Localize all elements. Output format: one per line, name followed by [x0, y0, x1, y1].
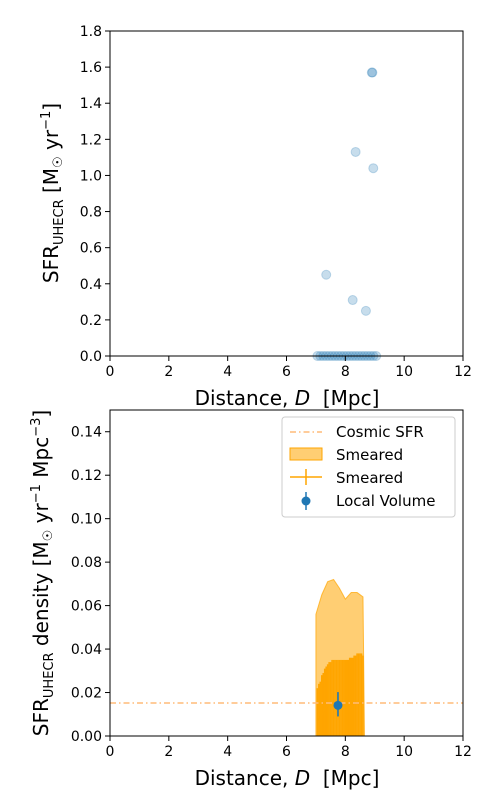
bottom-y-tick-label: 0.00 — [71, 729, 102, 745]
top-x-tick-label: 0 — [106, 364, 115, 380]
bottom-y-tick-label: 0.12 — [71, 468, 102, 484]
scatter-point — [350, 146, 361, 157]
top-x-axis-ticks: 0 2 4 6 8 10 12 — [106, 356, 472, 380]
scatter-point — [347, 295, 358, 306]
scatter-point — [368, 163, 379, 174]
top-x-tick-label: 6 — [282, 364, 291, 380]
top-x-tick-label: 8 — [341, 364, 350, 380]
bottom-x-axis-label: Distance, D [Mpc] — [195, 766, 380, 790]
top-y-axis-label: SFRUHECR [M☉ yr−1] — [39, 103, 67, 283]
legend: Cosmic SFR Smeared Smeared Local Volume — [281, 416, 456, 518]
bottom-y-tick-label: 0.02 — [71, 686, 102, 702]
bottom-x-tick-label: 8 — [341, 744, 350, 760]
top-y-tick-label: 0.4 — [80, 277, 102, 293]
legend-frame — [281, 416, 456, 518]
top-x-tick-label: 10 — [395, 364, 413, 380]
bottom-x-tick-label: 0 — [106, 744, 115, 760]
bottom-y-tick-label: 0.04 — [71, 642, 102, 658]
bottom-y-tick-label: 0.14 — [71, 425, 102, 441]
legend-smeared-steps-swatch — [290, 469, 322, 485]
scatter-point — [321, 269, 332, 280]
bottom-x-tick-label: 2 — [164, 744, 173, 760]
bottom-chart: 0 2 4 6 8 10 12 0.000.020.040.060.080.100.120.… — [29, 409, 472, 790]
smeared-steps-series — [316, 653, 364, 736]
top-y-tick-label: 1.0 — [80, 168, 102, 184]
top-y-tick-label: 0.8 — [80, 205, 102, 221]
bottom-x-tick-label: 6 — [282, 744, 291, 760]
top-y-tick-label: 0.2 — [80, 313, 102, 329]
top-chart: 0 2 4 6 8 10 12 0.0 0.2 0.4 0.6 0.8 1.0 1.2 1.4 1.6 1.8… — [39, 24, 472, 410]
legend-cosmic-sfr-label: Cosmic SFR — [336, 423, 424, 441]
top-x-tick-label: 4 — [223, 364, 232, 380]
bottom-chart-marks — [110, 578, 463, 737]
top-x-tick-label: 2 — [164, 364, 173, 380]
top-x-tick-label: 12 — [454, 364, 472, 380]
local-volume-point — [333, 700, 343, 710]
top-scatter-points — [312, 67, 382, 361]
bottom-y-tick-label: 0.08 — [71, 555, 102, 571]
bottom-y-axis-label: SFRUHECR density [M☉ yr−1 Mpc−3] — [29, 410, 57, 736]
top-y-tick-label: 0.0 — [80, 349, 102, 365]
scatter-point — [367, 67, 378, 78]
bottom-y-tick-label: 0.06 — [71, 599, 102, 615]
bottom-y-tick-label: 0.10 — [71, 512, 102, 528]
top-plot-frame — [109, 30, 464, 357]
top-y-tick-label: 1.2 — [80, 132, 102, 148]
top-y-tick-label: 1.4 — [80, 96, 102, 112]
top-y-axis-ticks: 0.0 0.2 0.4 0.6 0.8 1.0 1.2 1.4 1.6 1.8 — [80, 24, 110, 365]
top-y-tick-label: 0.6 — [80, 241, 102, 257]
legend-local-volume-label: Local Volume — [336, 492, 435, 510]
legend-smeared-steps-label: Smeared — [336, 469, 403, 487]
scatter-point — [360, 305, 371, 316]
bottom-x-tick-label: 10 — [395, 744, 413, 760]
bottom-y-axis-ticks: 0.00 0.02 0.04 0.06 0.08 0.10 0.12 0.14 — [71, 425, 110, 745]
legend-smeared-band-label: Smeared — [336, 446, 403, 464]
legend-smeared-band-swatch — [289, 447, 323, 461]
legend-local-volume-swatch — [301, 492, 311, 510]
bottom-x-axis-ticks: 0 2 4 6 8 10 12 — [106, 736, 472, 760]
top-x-axis-label: Distance, D [Mpc] — [195, 386, 380, 410]
bottom-x-tick-label: 12 — [454, 744, 472, 760]
scatter-point — [366, 67, 377, 78]
top-y-tick-label: 1.8 — [80, 24, 102, 40]
bottom-x-tick-label: 4 — [223, 744, 232, 760]
top-y-tick-label: 1.6 — [80, 60, 102, 76]
